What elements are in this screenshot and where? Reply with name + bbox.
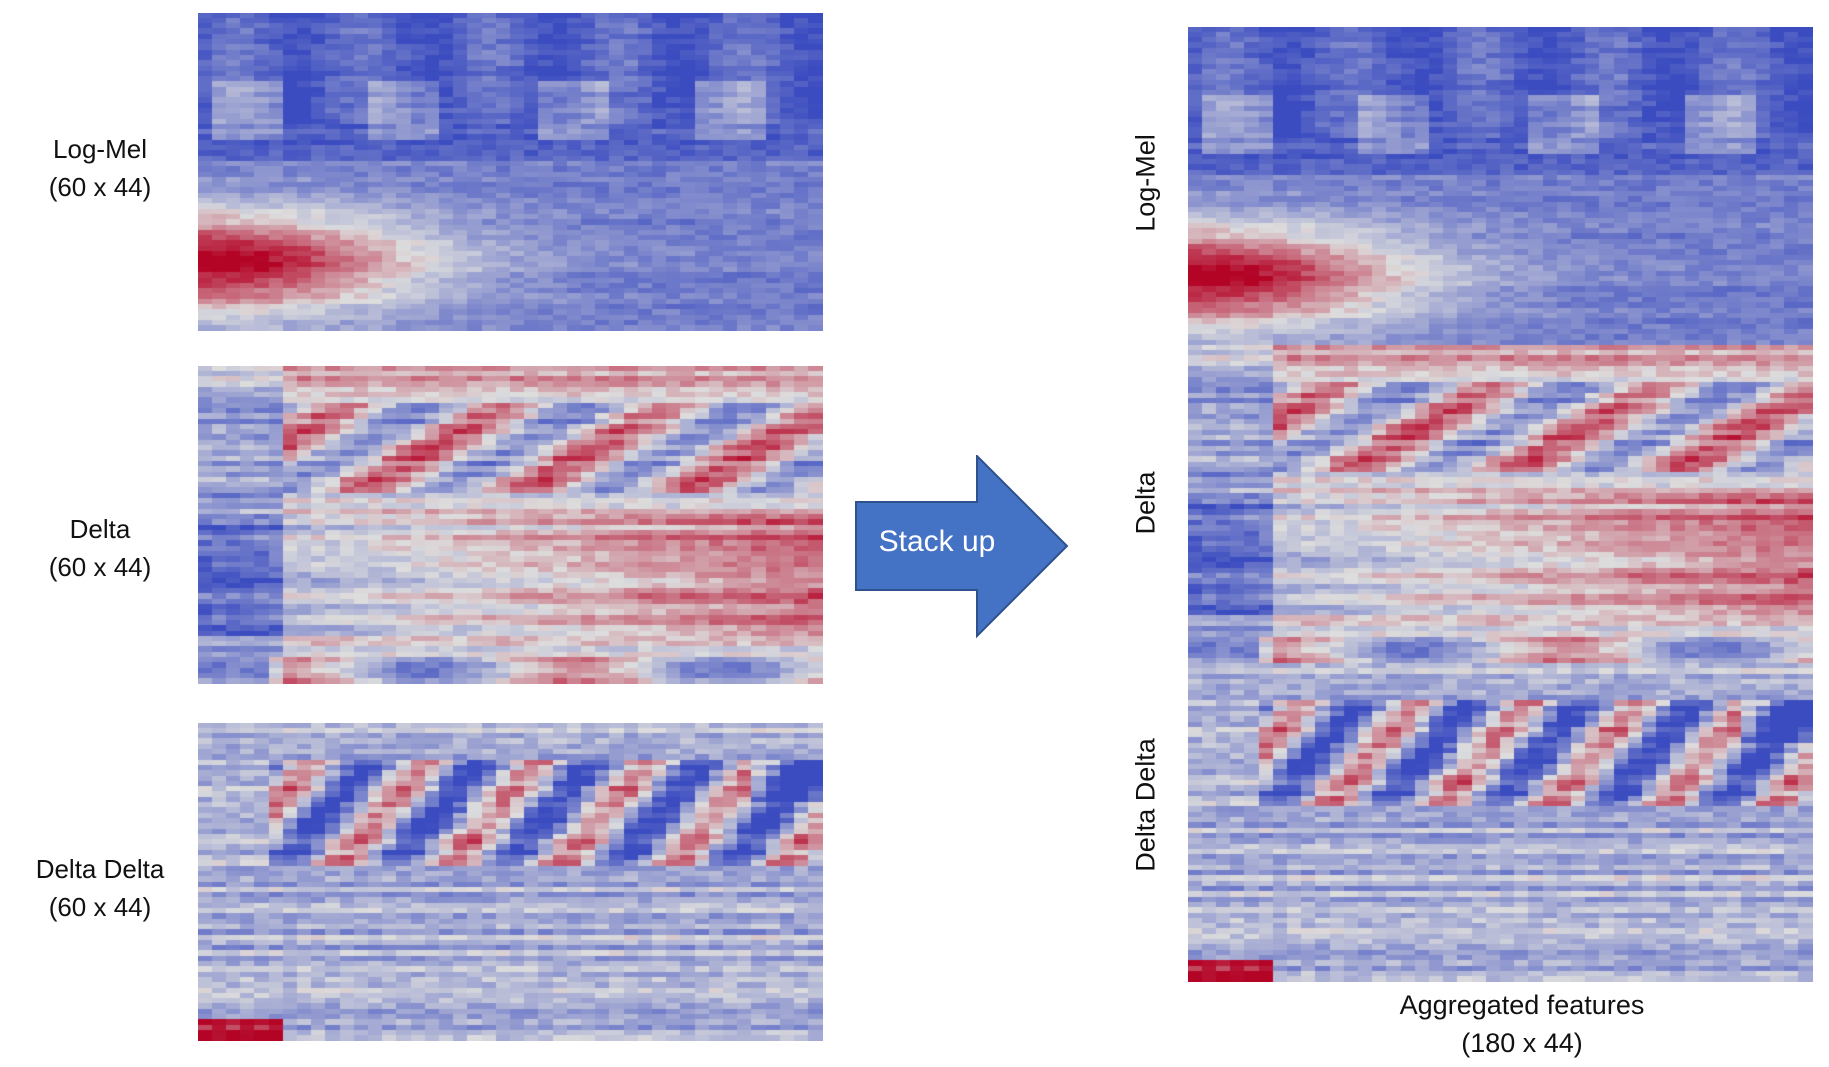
stack-label-delta: Delta <box>1130 471 1161 535</box>
stack-up-arrow-icon <box>855 455 1069 639</box>
aggregated-heatmap <box>1188 27 1813 982</box>
deltadelta-title: Delta Delta <box>35 854 165 884</box>
delta-title: Delta <box>69 514 131 544</box>
deltadelta-dims: (60 x 44) <box>48 892 152 922</box>
delta-label: Delta (60 x 44) <box>20 510 180 586</box>
logmel-heatmap <box>198 13 823 331</box>
stack-label-deltadelta: Delta Delta <box>1130 738 1161 872</box>
logmel-dims: (60 x 44) <box>48 172 152 202</box>
deltadelta-label: Delta Delta (60 x 44) <box>15 850 185 926</box>
stack-label-logmel: Log-Mel <box>1130 134 1161 232</box>
aggregated-title: Aggregated features <box>1399 990 1645 1020</box>
delta-heatmap <box>198 366 823 684</box>
aggregated-dims: (180 x 44) <box>1461 1028 1583 1058</box>
stack-up-label: Stack up <box>878 525 996 558</box>
logmel-label: Log-Mel (60 x 44) <box>20 130 180 206</box>
aggregated-caption: Aggregated features (180 x 44) <box>1322 986 1722 1062</box>
delta-dims: (60 x 44) <box>48 552 152 582</box>
deltadelta-heatmap <box>198 723 823 1041</box>
logmel-title: Log-Mel <box>53 134 147 164</box>
